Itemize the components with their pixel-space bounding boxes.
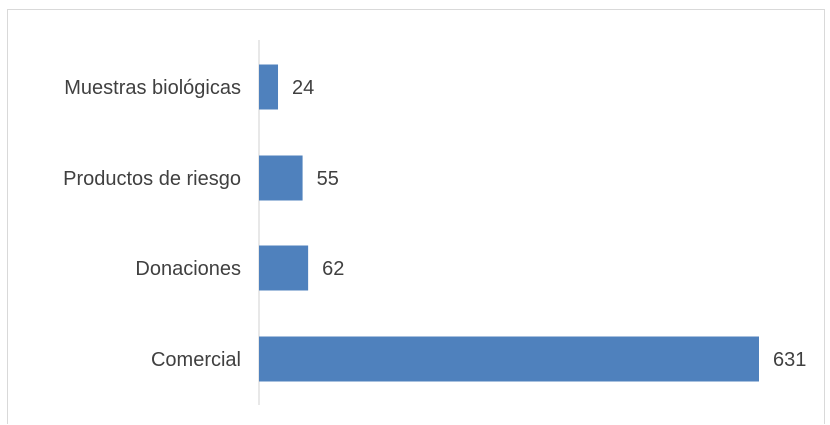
bar-0: [259, 64, 279, 110]
category-label-0: Muestras biológicas: [64, 77, 241, 99]
bar-1: [259, 155, 303, 201]
category-label-3: Comercial: [151, 349, 241, 371]
category-label-2: Donaciones: [135, 258, 241, 280]
value-label-3: 631: [773, 349, 806, 371]
bar-3: [259, 336, 759, 382]
chart-frame: [7, 9, 825, 424]
bar-2: [259, 245, 309, 291]
value-label-1: 55: [317, 168, 339, 190]
value-label-2: 62: [322, 258, 344, 280]
value-label-0: 24: [292, 77, 314, 99]
category-label-1: Productos de riesgo: [63, 168, 241, 190]
